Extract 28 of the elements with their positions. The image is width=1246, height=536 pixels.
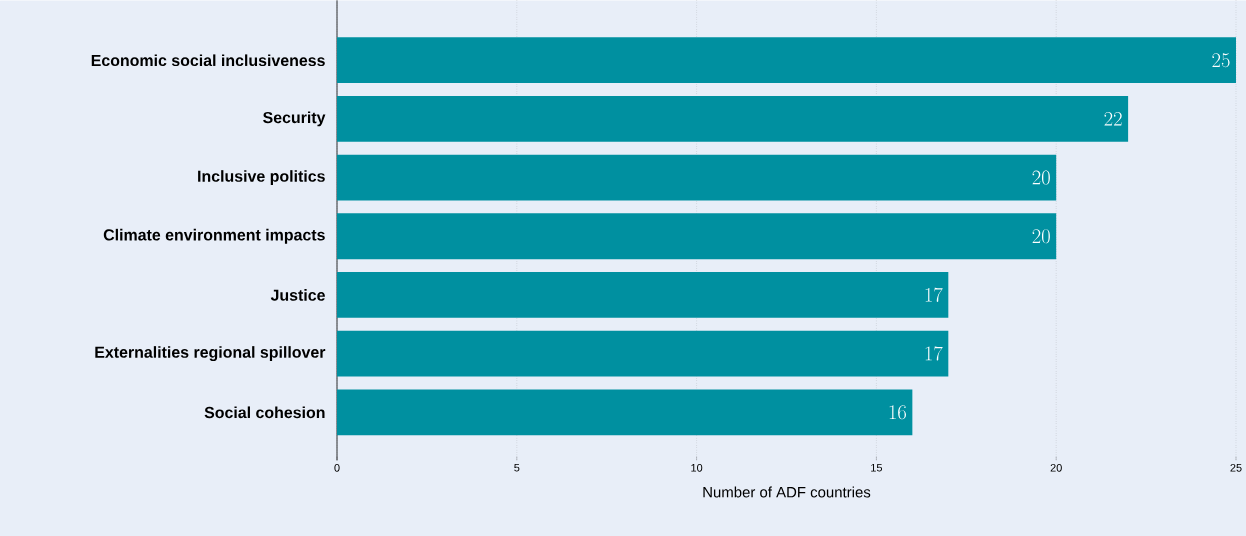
data-label: 20 (1032, 170, 1050, 185)
bar (337, 271, 949, 318)
x-tick-label: 5 (514, 463, 520, 472)
data-label: 22 (1104, 111, 1122, 126)
y-tick-label: Justice (270, 288, 325, 301)
y-tick-label: Social cohesion (204, 406, 325, 418)
data-label: 17 (925, 346, 943, 361)
x-tick-label: 0 (334, 463, 340, 472)
bar (337, 213, 1057, 259)
x-tick-label: 20 (1050, 463, 1062, 472)
y-tick-label: Externalities regional spillover (95, 345, 326, 361)
y-tick-label: Inclusive politics (198, 169, 325, 185)
x-tick-label: 10 (691, 463, 703, 472)
x-tick-label: 25 (1230, 463, 1242, 472)
data-label: 25 (1212, 53, 1230, 68)
x-axis-title: Number of ADF countries (703, 486, 871, 498)
y-tick-label: Security (263, 111, 326, 127)
bar (337, 154, 1057, 201)
bar (337, 37, 1236, 83)
data-label: 20 (1032, 229, 1050, 244)
data-label: 17 (925, 287, 943, 302)
x-tick-label: 15 (871, 463, 883, 472)
bar (337, 389, 913, 435)
bar (337, 95, 1129, 142)
data-label: 16 (889, 405, 907, 420)
y-tick-label: Climate environment impacts (103, 228, 325, 244)
y-tick-label: Economic social inclusiveness (91, 54, 325, 66)
bar (337, 330, 949, 377)
